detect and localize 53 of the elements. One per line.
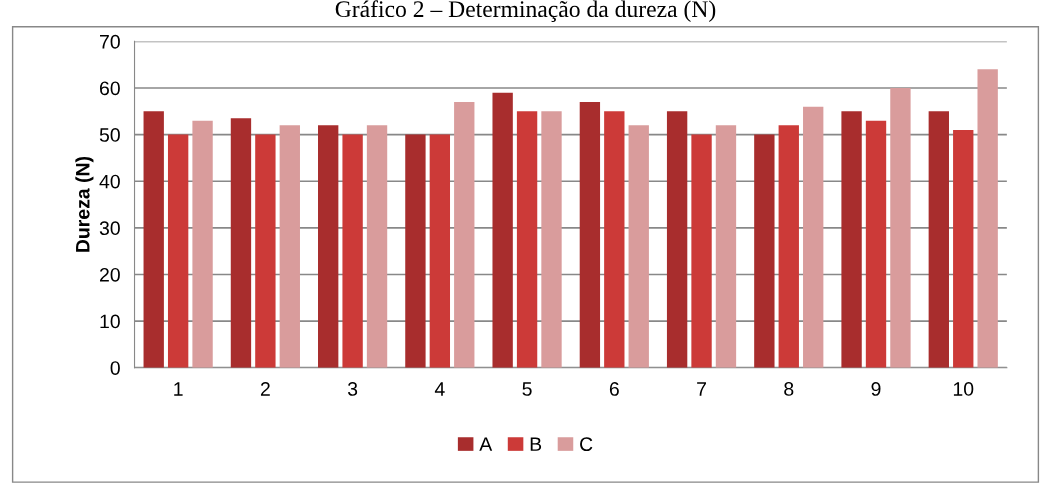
bar (279, 125, 300, 368)
x-tick-label: 5 (522, 382, 532, 396)
x-tick-label: 2 (260, 382, 270, 396)
y-tick-label: 50 (99, 128, 120, 142)
bar (977, 69, 998, 368)
y-tick-label: 40 (99, 174, 120, 189)
chart-title: Gráfico 2 – Determinação da dureza (N) (335, 0, 716, 22)
bar (454, 101, 475, 368)
bar (778, 125, 799, 368)
x-tick-label: 3 (347, 382, 358, 396)
bar (366, 125, 388, 368)
bar (579, 101, 601, 368)
bar (604, 111, 625, 368)
bar (803, 106, 824, 368)
bar (841, 111, 862, 368)
x-tick-label: 4 (434, 382, 445, 396)
bar (192, 120, 213, 368)
y-tick-label: 10 (100, 314, 120, 329)
bar (429, 134, 451, 368)
bar (715, 125, 737, 368)
legend-label: A (479, 437, 493, 451)
x-tick-label: 8 (784, 382, 794, 396)
y-tick-label: 30 (99, 221, 120, 236)
bar (405, 134, 426, 368)
y-tick-label: 60 (100, 81, 120, 96)
x-tick-label: 6 (609, 382, 619, 396)
bar (666, 111, 688, 368)
legend-label: B (530, 437, 542, 451)
x-tick-label: 7 (697, 382, 706, 396)
bar (754, 134, 775, 368)
x-tick-label: 9 (871, 382, 881, 396)
bar (628, 125, 649, 368)
y-tick-label: 20 (99, 267, 120, 282)
bar (890, 88, 911, 368)
y-tick-label: 0 (110, 361, 120, 375)
bar (928, 111, 949, 368)
bar (691, 134, 712, 368)
bar (143, 111, 164, 368)
bar (255, 134, 276, 368)
bar (865, 120, 887, 368)
bar (342, 134, 363, 368)
bar (492, 92, 513, 368)
y-tick-label: 70 (100, 34, 120, 49)
bar (516, 111, 538, 368)
bar (953, 129, 974, 368)
legend-label: C (580, 437, 593, 452)
bar (230, 118, 252, 368)
x-tick-label: 1 (174, 382, 183, 396)
bar (541, 111, 562, 368)
x-tick-label: 10 (953, 382, 974, 396)
y-axis-title: Dureza (N) (75, 156, 94, 252)
bar (167, 134, 189, 368)
bar (318, 125, 339, 368)
